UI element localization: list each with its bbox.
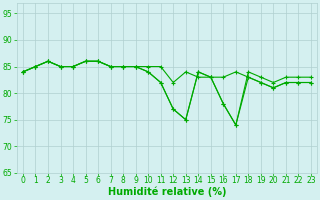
X-axis label: Humidité relative (%): Humidité relative (%) bbox=[108, 187, 226, 197]
